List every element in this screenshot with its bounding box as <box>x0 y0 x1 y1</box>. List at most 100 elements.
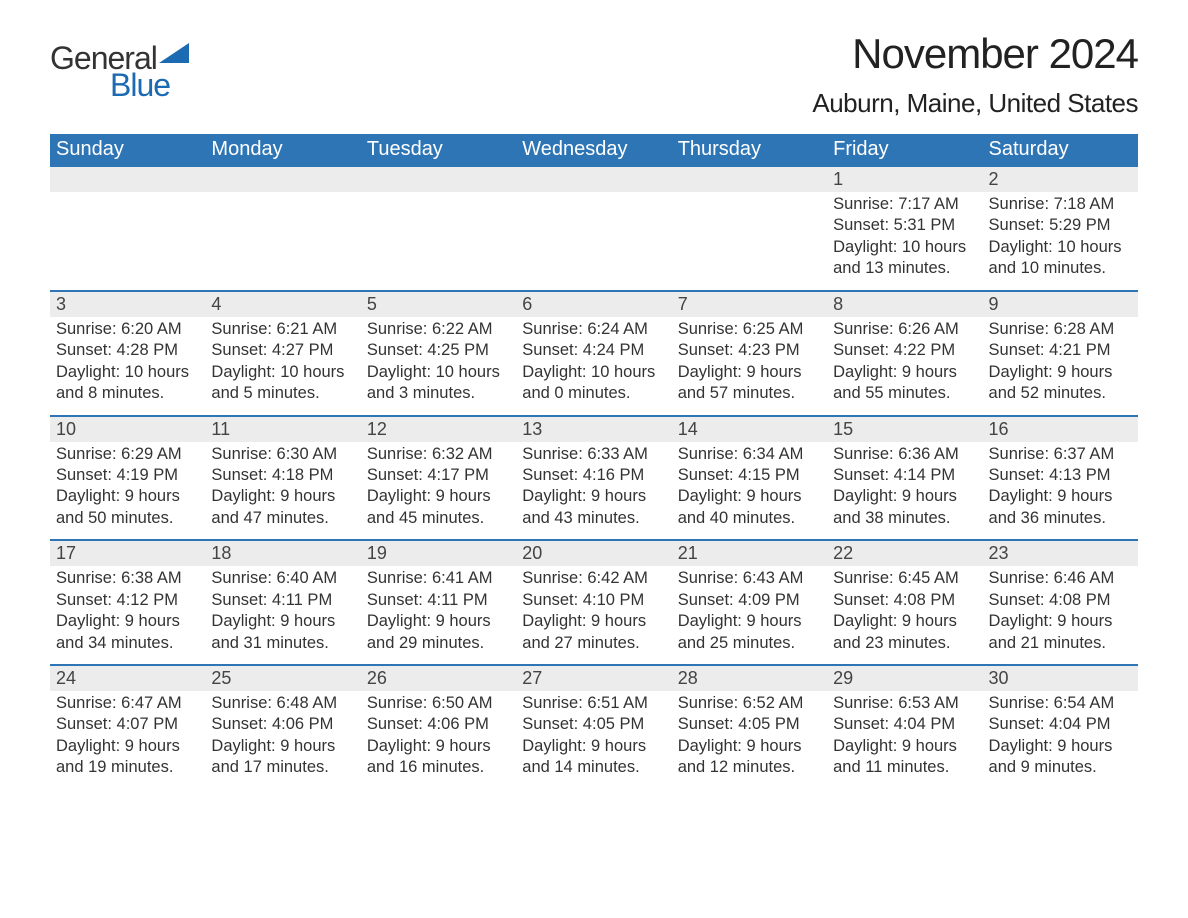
day-cell: Sunrise: 6:48 AMSunset: 4:06 PMDaylight:… <box>205 691 360 789</box>
day-cell: Sunrise: 7:17 AMSunset: 5:31 PMDaylight:… <box>827 192 982 291</box>
day-number <box>672 166 827 192</box>
day-line: Daylight: 9 hours and 34 minutes. <box>56 611 199 654</box>
day-cell: Sunrise: 6:51 AMSunset: 4:05 PMDaylight:… <box>516 691 671 789</box>
day-line: Sunset: 4:18 PM <box>211 465 354 486</box>
day-cell: Sunrise: 6:25 AMSunset: 4:23 PMDaylight:… <box>672 317 827 416</box>
day-line: Daylight: 9 hours and 45 minutes. <box>367 486 510 529</box>
daynum-row: 3456789 <box>50 291 1138 317</box>
day-line: Sunset: 4:11 PM <box>211 590 354 611</box>
day-line: Sunset: 4:16 PM <box>522 465 665 486</box>
day-line: Daylight: 10 hours and 5 minutes. <box>211 362 354 405</box>
day-line: Daylight: 10 hours and 0 minutes. <box>522 362 665 405</box>
weekday-header: Friday <box>827 134 982 166</box>
day-cell: Sunrise: 6:36 AMSunset: 4:14 PMDaylight:… <box>827 442 982 541</box>
day-line: Sunset: 4:19 PM <box>56 465 199 486</box>
day-number: 18 <box>205 540 360 566</box>
day-line: Daylight: 9 hours and 40 minutes. <box>678 486 821 529</box>
weekday-header: Wednesday <box>516 134 671 166</box>
day-line: Sunset: 4:27 PM <box>211 340 354 361</box>
page-header: General Blue November 2024 Auburn, Maine… <box>50 30 1138 119</box>
day-line: Daylight: 9 hours and 31 minutes. <box>211 611 354 654</box>
day-number: 1 <box>827 166 982 192</box>
day-cell: Sunrise: 6:24 AMSunset: 4:24 PMDaylight:… <box>516 317 671 416</box>
day-number <box>205 166 360 192</box>
day-line: Sunset: 4:12 PM <box>56 590 199 611</box>
day-line: Daylight: 9 hours and 17 minutes. <box>211 736 354 779</box>
day-number: 4 <box>205 291 360 317</box>
day-line: Sunrise: 6:50 AM <box>367 693 510 714</box>
day-number: 24 <box>50 665 205 691</box>
day-line: Sunrise: 6:38 AM <box>56 568 199 589</box>
day-cell: Sunrise: 6:43 AMSunset: 4:09 PMDaylight:… <box>672 566 827 665</box>
day-number: 21 <box>672 540 827 566</box>
day-cell <box>361 192 516 291</box>
day-line: Sunrise: 6:54 AM <box>989 693 1132 714</box>
day-line: Sunrise: 6:45 AM <box>833 568 976 589</box>
day-number: 22 <box>827 540 982 566</box>
day-cell: Sunrise: 6:45 AMSunset: 4:08 PMDaylight:… <box>827 566 982 665</box>
day-line: Sunrise: 6:53 AM <box>833 693 976 714</box>
day-number: 3 <box>50 291 205 317</box>
day-cell: Sunrise: 6:32 AMSunset: 4:17 PMDaylight:… <box>361 442 516 541</box>
day-cell: Sunrise: 6:37 AMSunset: 4:13 PMDaylight:… <box>983 442 1138 541</box>
day-number: 2 <box>983 166 1138 192</box>
day-cell: Sunrise: 6:50 AMSunset: 4:06 PMDaylight:… <box>361 691 516 789</box>
day-line: Sunset: 4:24 PM <box>522 340 665 361</box>
day-line: Daylight: 9 hours and 11 minutes. <box>833 736 976 779</box>
day-number: 17 <box>50 540 205 566</box>
day-line: Sunset: 4:17 PM <box>367 465 510 486</box>
day-line: Sunset: 4:13 PM <box>989 465 1132 486</box>
day-line: Daylight: 9 hours and 55 minutes. <box>833 362 976 405</box>
day-line: Daylight: 9 hours and 14 minutes. <box>522 736 665 779</box>
day-cell: Sunrise: 6:46 AMSunset: 4:08 PMDaylight:… <box>983 566 1138 665</box>
weekday-header-row: Sunday Monday Tuesday Wednesday Thursday… <box>50 134 1138 166</box>
day-number <box>516 166 671 192</box>
day-number: 20 <box>516 540 671 566</box>
day-cell: Sunrise: 6:20 AMSunset: 4:28 PMDaylight:… <box>50 317 205 416</box>
day-line: Sunset: 4:25 PM <box>367 340 510 361</box>
daynum-row: 12 <box>50 166 1138 192</box>
daynum-row: 17181920212223 <box>50 540 1138 566</box>
day-line: Daylight: 9 hours and 16 minutes. <box>367 736 510 779</box>
day-number: 23 <box>983 540 1138 566</box>
day-line: Sunrise: 6:29 AM <box>56 444 199 465</box>
day-cell: Sunrise: 6:53 AMSunset: 4:04 PMDaylight:… <box>827 691 982 789</box>
day-line: Sunset: 4:06 PM <box>211 714 354 735</box>
day-line: Sunrise: 6:47 AM <box>56 693 199 714</box>
day-number: 8 <box>827 291 982 317</box>
day-cell <box>205 192 360 291</box>
daynum-row: 10111213141516 <box>50 416 1138 442</box>
day-cell: Sunrise: 6:54 AMSunset: 4:04 PMDaylight:… <box>983 691 1138 789</box>
weekday-header: Sunday <box>50 134 205 166</box>
day-number: 13 <box>516 416 671 442</box>
day-content-row: Sunrise: 6:38 AMSunset: 4:12 PMDaylight:… <box>50 566 1138 665</box>
day-cell: Sunrise: 7:18 AMSunset: 5:29 PMDaylight:… <box>983 192 1138 291</box>
day-line: Sunrise: 6:30 AM <box>211 444 354 465</box>
day-line: Sunrise: 6:20 AM <box>56 319 199 340</box>
day-line: Sunset: 4:21 PM <box>989 340 1132 361</box>
day-cell: Sunrise: 6:40 AMSunset: 4:11 PMDaylight:… <box>205 566 360 665</box>
day-line: Sunrise: 6:24 AM <box>522 319 665 340</box>
daynum-row: 24252627282930 <box>50 665 1138 691</box>
day-line: Daylight: 9 hours and 38 minutes. <box>833 486 976 529</box>
day-line: Sunrise: 6:21 AM <box>211 319 354 340</box>
weekday-header: Saturday <box>983 134 1138 166</box>
day-line: Sunset: 4:09 PM <box>678 590 821 611</box>
day-content-row: Sunrise: 7:17 AMSunset: 5:31 PMDaylight:… <box>50 192 1138 291</box>
day-number: 9 <box>983 291 1138 317</box>
day-number: 11 <box>205 416 360 442</box>
day-line: Daylight: 9 hours and 21 minutes. <box>989 611 1132 654</box>
day-line: Sunrise: 6:41 AM <box>367 568 510 589</box>
day-cell <box>516 192 671 291</box>
day-line: Daylight: 9 hours and 25 minutes. <box>678 611 821 654</box>
day-line: Daylight: 9 hours and 19 minutes. <box>56 736 199 779</box>
weekday-header: Thursday <box>672 134 827 166</box>
day-cell: Sunrise: 6:34 AMSunset: 4:15 PMDaylight:… <box>672 442 827 541</box>
day-line: Sunset: 4:14 PM <box>833 465 976 486</box>
day-cell: Sunrise: 6:33 AMSunset: 4:16 PMDaylight:… <box>516 442 671 541</box>
day-line: Daylight: 9 hours and 47 minutes. <box>211 486 354 529</box>
day-number <box>361 166 516 192</box>
day-number: 30 <box>983 665 1138 691</box>
day-line: Daylight: 10 hours and 3 minutes. <box>367 362 510 405</box>
day-number: 29 <box>827 665 982 691</box>
